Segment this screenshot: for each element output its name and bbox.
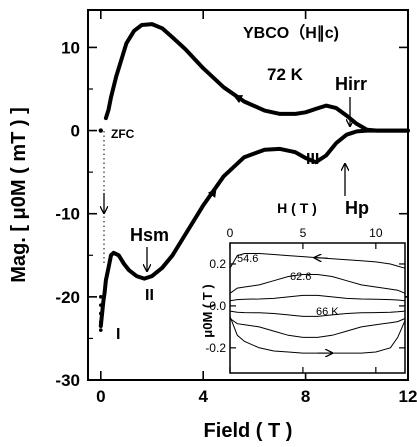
inset-x-tick-label: 10 — [369, 226, 383, 240]
x-axis-label: Field ( T ) — [204, 420, 293, 442]
inset-x-tick-label: 5 — [300, 226, 307, 240]
x-tick-label: 0 — [96, 387, 105, 406]
annotation-hp: Hp — [345, 198, 369, 218]
inset-plot-frame — [229, 242, 406, 374]
y-tick-label: 10 — [61, 38, 80, 57]
zfc-trace-point — [99, 319, 103, 324]
inset-loop-curve — [229, 318, 406, 338]
main-plot-frame — [87, 9, 409, 381]
y-tick-label: -30 — [55, 371, 80, 390]
annotation-region-iii: III — [306, 151, 319, 168]
inset-loop-curve — [229, 310, 406, 317]
y-tick-label: 0 — [71, 122, 80, 141]
inset-x-tick-label: 0 — [227, 226, 234, 240]
temperature-label: 72 K — [267, 65, 304, 84]
zfc-trace-point — [99, 295, 103, 299]
upper-branch-direction-arrow — [233, 94, 245, 104]
y-axis-label: Mag. [ μ0M ( mT ) ] — [8, 107, 30, 283]
inset-label-54-6: 54.6 — [237, 253, 258, 265]
annotation-hirr: Hirr — [335, 74, 367, 94]
series-lower-branch — [98, 128, 410, 328]
inset-y-tick-label: 0.2 — [209, 257, 226, 271]
annotation-region-ii: II — [145, 287, 154, 304]
inset-loop-curve — [229, 294, 406, 302]
annotation-hsm: Hsm — [130, 225, 169, 245]
inset-label-66k: 66 K — [316, 306, 339, 318]
inset-x-axis-label: H ( T ) — [277, 200, 317, 216]
x-tick-label: 4 — [198, 387, 208, 406]
y-tick-label: -10 — [55, 205, 80, 224]
y-tick-label: -20 — [55, 288, 80, 307]
lower-branch-direction-arrow — [205, 187, 217, 205]
zfc-trace-point — [99, 311, 103, 316]
x-tick-label: 8 — [301, 387, 310, 406]
zfc-trace-point — [99, 328, 103, 332]
annotation-region-i: I — [116, 326, 120, 343]
inset-loop-curve — [229, 274, 406, 294]
zfc-point — [98, 128, 104, 133]
x-tick-label: 12 — [399, 387, 417, 406]
annotation-zfc: ZFC — [111, 127, 135, 141]
zfc-trace-point — [99, 303, 103, 307]
series-upper-branch — [103, 22, 410, 133]
inset-y-tick-label: -0.2 — [205, 341, 226, 355]
inset-y-tick-label: 0.0 — [209, 299, 226, 313]
chart-title: YBCO（H∥c) — [243, 24, 339, 42]
inset-label-62-6: 62.6 — [290, 271, 311, 283]
inset-y-axis-label: μ0M ( T ) — [200, 284, 215, 337]
